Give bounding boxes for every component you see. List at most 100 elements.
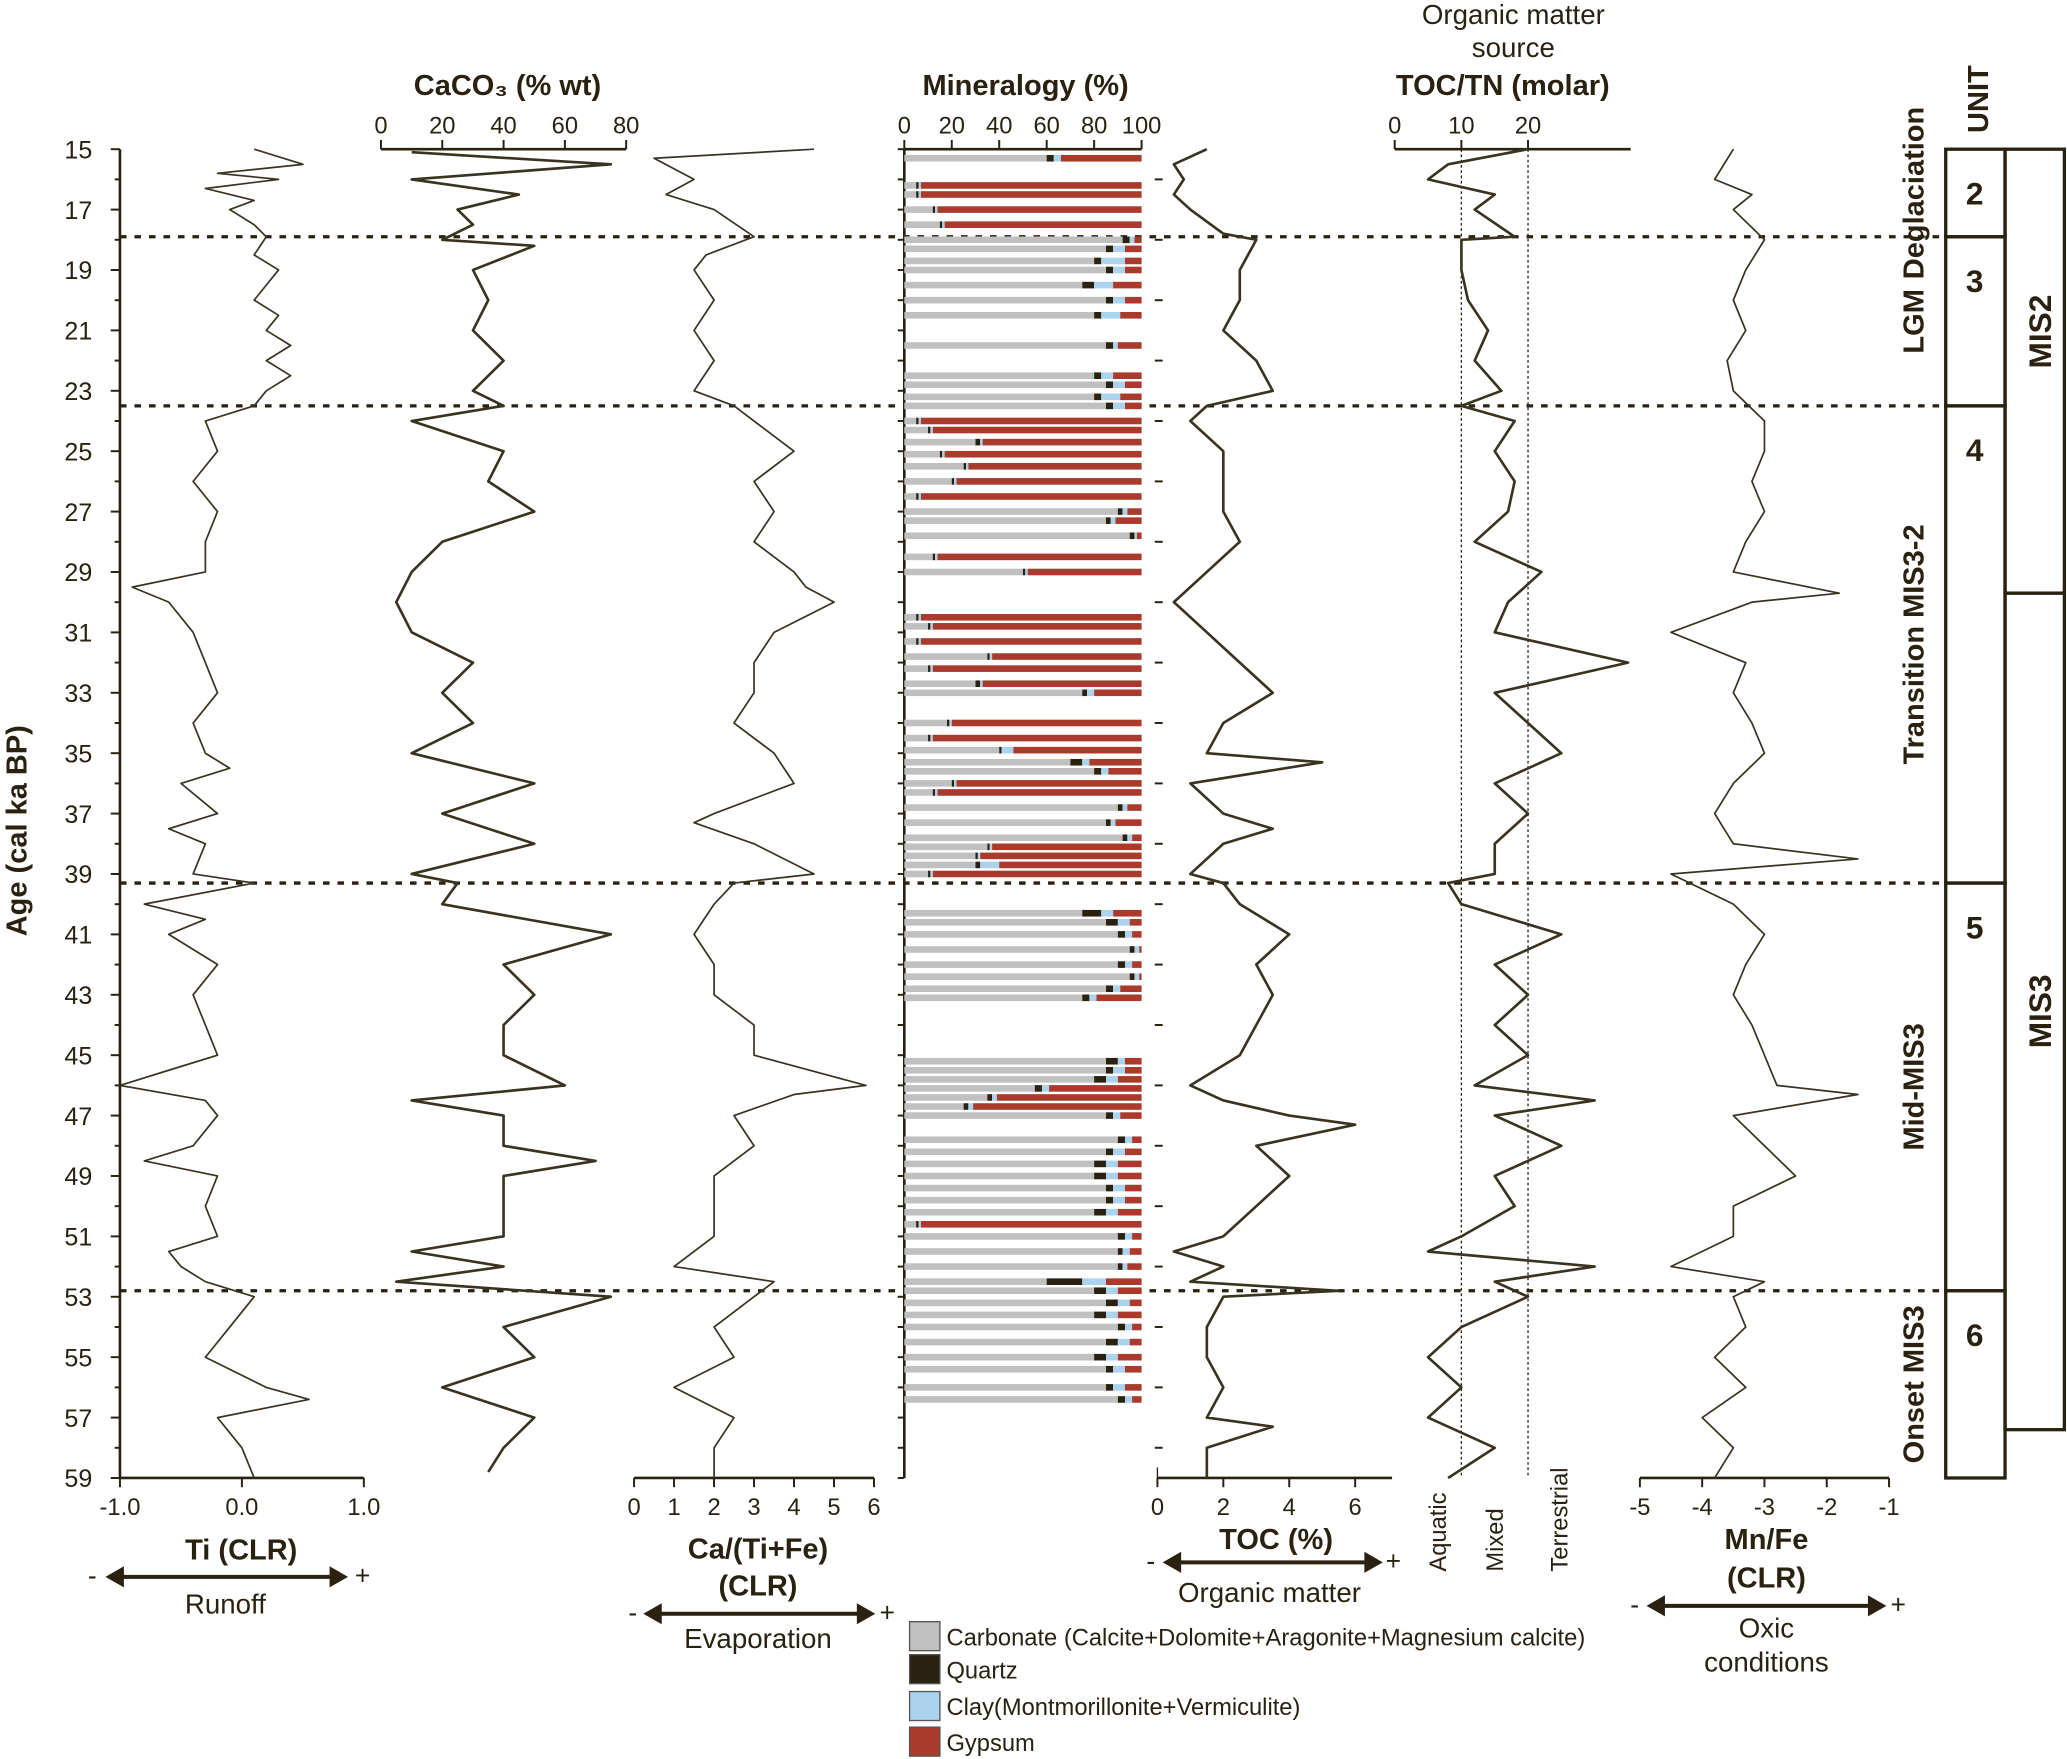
age-tick-label: 39 [64,861,92,889]
mineralogy-bar-gypsum [1120,393,1142,401]
mineralogy-bar-gypsum [992,843,1142,851]
oxic-arrow-left-head [1646,1595,1665,1617]
mineralogy-bar-quartz [916,191,919,198]
mineralogy-bar-quartz [928,734,931,742]
mineralogy-bar-gypsum [1115,819,1142,826]
mineralogy-bar-carbonate [904,402,1107,410]
mineralogy-bar-quartz [1117,931,1125,938]
mineralogy-bar-quartz [916,638,919,645]
mineralogy-bar-gypsum [1049,1085,1142,1092]
legend-label: Clay(Montmorillonite+Vermiculite) [946,1695,1300,1721]
age-tick-label: 37 [64,801,92,829]
ca-tick-label: 2 [707,1495,720,1521]
age-tick-label: 31 [64,620,92,648]
mineralogy-bar-quartz [1094,393,1102,401]
mineralogy-bar-quartz [975,438,981,446]
mineralogy-bar-clay [1122,508,1128,515]
mineralogy-bar-gypsum [956,478,1142,485]
ca-tick-label: 1 [667,1495,680,1521]
oxic-label: Oxic [1739,1612,1795,1643]
unit-header: UNIT [1963,65,1995,133]
mineralogy-bar-carbonate [904,973,1130,980]
mineralogy-bar-gypsum [1132,961,1142,968]
mineralogy-bar-clay [1122,1248,1130,1255]
mineralogy-bar-quartz [1117,1136,1125,1144]
mineralogy-bar-gypsum [1134,236,1142,244]
mineralogy-bar-quartz [916,1221,919,1228]
mineralogy-title: Mineralogy (%) [922,70,1128,102]
toc-axis-title: TOC (%) [1219,1524,1333,1556]
mineralogy-bar-gypsum [920,493,1142,500]
mineralogy-bar-quartz [947,719,950,727]
mineralogy-bar-quartz [1094,257,1102,265]
runoff-label: Runoff [185,1589,266,1620]
mineralogy-bar-carbonate [904,1221,917,1228]
mineralogy-bar-carbonate [904,478,952,485]
mineralogy-bar-carbonate [904,257,1095,265]
ca-tick-label: 6 [867,1495,880,1521]
mineralogy-bar-quartz [1106,517,1111,524]
mineralogy-bar-quartz [932,789,936,796]
mineralogy-bar-quartz [1106,985,1114,993]
age-tick-label: 19 [64,257,92,285]
mineralogy-bar-gypsum [937,789,1142,796]
mineralogy-bar-quartz [1106,342,1114,349]
age-tick-label: 33 [64,680,92,708]
mineralogy-bar-clay [1110,517,1116,524]
mineralogy-bar-clay [918,191,921,198]
mineralogy-bar-gypsum [1117,342,1142,349]
mineralogy-bar-gypsum [1120,311,1142,319]
mineralogy-bar-clay [1113,1148,1125,1156]
mineralogy-bar-carbonate [904,768,1095,775]
mineralogy-tick-label: 40 [986,113,1012,139]
mineralogy-bar-carbonate [904,746,1000,754]
mineralogy-bar-gypsum [1096,994,1142,1002]
mineralogy-bar-quartz [963,462,967,470]
mineralogy-bar-clay [1101,372,1114,379]
mineralogy-bar-gypsum [1124,381,1142,389]
mineralogy-bar-carbonate [904,311,1095,319]
mineralogy-bar-quartz [916,417,919,425]
mineralogy-bar-quartz [1117,508,1123,515]
mineralogy-bar-gypsum [1132,834,1142,842]
mineralogy-bar-clay [1113,266,1125,274]
mineralogy-bar-gypsum [1127,1263,1142,1270]
mineralogy-bar-gypsum [1117,1311,1142,1319]
mnfe-curve [1670,148,1859,1479]
mineralogy-bar-gypsum [1132,1233,1142,1240]
mineralogy-bar-quartz [999,746,1002,754]
mineralogy-bar-clay [1106,1076,1118,1083]
caco3-tick-label: 40 [490,113,516,139]
mineralogy-bar-gypsum [951,719,1142,727]
mineralogy-bar-quartz [1034,1085,1042,1092]
mineralogy-bar-gypsum [1120,985,1142,993]
mineralogy-bar-carbonate [904,780,952,787]
toctn-supertitle-2: source [1472,32,1555,63]
mineralogy-bar-gypsum [980,852,1142,860]
ti-tick-label: 1.0 [347,1495,380,1521]
mnfe-tick-label: -5 [1629,1495,1650,1521]
mineralogy-bar-gypsum [932,870,1142,878]
mineralogy-bar-quartz [1082,689,1088,697]
mineralogy-bar-gypsum [1089,758,1142,766]
unit-label: 6 [1966,1317,1984,1353]
mineralogy-bar-gypsum [1124,245,1142,253]
mineralogy-bar-clay [935,789,938,796]
toctn-zone-label: Aquatic [1426,1492,1452,1571]
mineralogy-bar-gypsum [1106,1278,1142,1285]
mineralogy-bar-carbonate [904,689,1083,697]
mineralogy-bar-quartz [1106,245,1114,253]
mineralogy-bar-carbonate [904,553,933,561]
toctn-curve [1426,147,1630,1480]
mineralogy-tick-label: 60 [1033,113,1059,139]
mineralogy-bar-carbonate [904,206,933,213]
mineralogy-bar-quartz [1094,311,1102,319]
mineralogy-bar-gypsum [1113,909,1142,917]
mineralogy-bar-quartz [963,1103,969,1110]
mineralogy-bar-carbonate [904,961,1118,968]
mineralogy-bar-quartz [1106,1066,1114,1074]
mineralogy-bar-clay [980,438,983,446]
mineralogy-bar-clay [1106,1287,1118,1295]
caco3-tick-label: 60 [552,113,578,139]
mineralogy-bar-gypsum [1127,804,1142,811]
